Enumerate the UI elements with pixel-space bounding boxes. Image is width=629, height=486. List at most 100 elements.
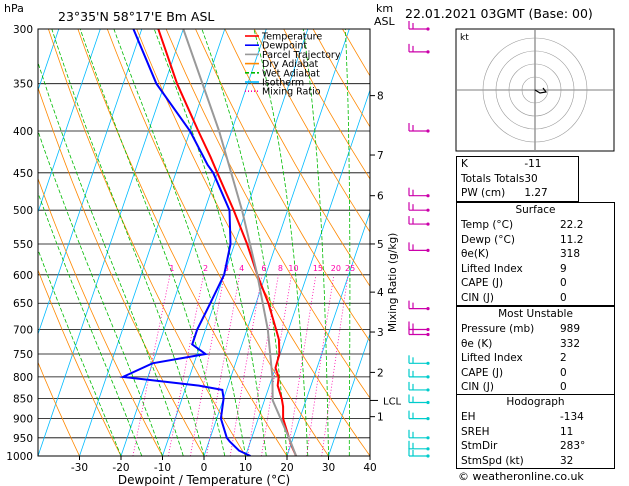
series-temperature <box>157 29 298 456</box>
legend-label: Wet Adiabat <box>262 68 320 79</box>
pressure-tick-label: 850 <box>13 393 33 405</box>
header-datetime: 22.01.2021 03GMT (Base: 00) <box>405 6 593 21</box>
isotherm-line <box>38 29 143 336</box>
hodograph-unit-label: kt <box>460 33 469 43</box>
km-tick-label: 2 <box>377 367 384 379</box>
dry-adiabat <box>136 29 370 456</box>
dry-adiabat <box>48 29 246 456</box>
legend-label: Parcel Trajectory <box>262 50 341 61</box>
wet-adiabat <box>38 191 143 456</box>
series-parcel-trajectory <box>182 29 298 456</box>
legend-label: Isotherm <box>262 78 304 89</box>
wet-adiabat <box>302 29 329 456</box>
hodograph: kt <box>455 28 615 152</box>
wet-adiabat <box>344 29 351 456</box>
pressure-tick-label: 1000 <box>6 451 33 463</box>
pressure-tick-label: 800 <box>13 372 33 384</box>
km-tick-label: 4 <box>377 287 384 299</box>
pressure-tick-label: 750 <box>13 349 33 361</box>
wind-barb-dot <box>426 307 430 311</box>
pressure-tick-label: 550 <box>13 239 33 251</box>
wet-adiabat <box>79 29 226 456</box>
wind-barb-dot <box>426 361 430 365</box>
pressure-tick-label: 600 <box>13 270 33 282</box>
temp-tick-label: 0 <box>201 462 208 474</box>
header-location: 23°35'N 58°17'E Bm ASL <box>58 9 214 24</box>
mixing-ratio-line <box>306 274 335 456</box>
pressure-tick-label: 400 <box>13 126 33 138</box>
pressure-tick-label: 300 <box>13 24 33 36</box>
wet-adiabat <box>38 129 163 456</box>
isotherm-line <box>245 88 370 456</box>
km-tick-label: 8 <box>377 91 384 103</box>
dry-adiabat <box>283 29 370 180</box>
wet-adiabat <box>51 29 205 456</box>
mixing-ratio-value: 25 <box>345 264 355 273</box>
pressure-tick-label: 500 <box>13 205 33 217</box>
mixing-ratio-value: 2 <box>203 264 208 273</box>
mixing-ratio-line <box>132 274 171 456</box>
dry-adiabat <box>38 86 205 456</box>
legend-label: Dewpoint <box>262 41 307 52</box>
wet-adiabat <box>38 61 184 456</box>
temp-tick-label: -20 <box>112 462 129 474</box>
hodograph-ring <box>482 37 588 143</box>
footer-credit: © weatheronline.co.uk <box>458 470 584 483</box>
wet-adiabat <box>113 29 246 456</box>
dry-adiabat <box>253 29 370 233</box>
wind-barb-dot <box>426 400 430 405</box>
pressure-tick-label: 350 <box>13 79 33 91</box>
isotherm-line <box>286 210 370 456</box>
temp-tick-label: 40 <box>363 462 376 474</box>
wind-barb-dot <box>426 447 430 451</box>
dry-adiabat <box>77 29 288 456</box>
wet-adiabat <box>38 248 122 456</box>
dry-adiabat <box>165 29 370 399</box>
mixing-ratio-value: 20 <box>331 264 341 273</box>
wind-barb-dot <box>426 327 430 332</box>
km-axis-label: km <box>376 2 393 15</box>
mixing-ratio-line <box>168 274 204 456</box>
legend-label: Dry Adiabat <box>262 59 319 70</box>
legend-label: Mixing Ratio <box>262 87 321 98</box>
x-axis-title: Dewpoint / Temperature (°C) <box>118 473 290 486</box>
dry-adiabat <box>224 29 370 287</box>
pressure-tick-label: 650 <box>13 298 33 310</box>
wind-barb-dot <box>426 27 430 31</box>
wind-barb-dot <box>426 454 430 458</box>
dry-adiabat <box>38 268 122 456</box>
wind-barb-dot <box>426 222 430 226</box>
pressure-tick-label: 700 <box>13 325 33 337</box>
wind-barb-dot <box>426 50 430 54</box>
pressure-tick-label: 950 <box>13 433 33 445</box>
wind-barb-dot <box>426 129 430 133</box>
mixing-ratio-value: 1 <box>169 264 174 273</box>
wind-barb-dot <box>426 375 430 379</box>
isotherm-line <box>203 29 350 456</box>
km-tick-label: 7 <box>377 150 384 162</box>
mixing-ratio-value: 10 <box>288 264 298 273</box>
mixing-ratio-axis-label: Mixing Ratio (g/kg) <box>387 233 399 332</box>
lcl-label: LCL <box>383 396 402 407</box>
wind-barbs <box>408 21 430 458</box>
temp-tick-label: -10 <box>154 462 171 474</box>
isotherm-line <box>120 29 267 456</box>
pressure-tick-label: 450 <box>13 168 33 180</box>
wind-barb-dot <box>426 417 430 421</box>
mixing-ratio-line <box>261 274 292 456</box>
wind-barb-dot <box>426 208 430 212</box>
wind-barb-dot <box>426 332 430 337</box>
isotherm-line <box>79 29 226 456</box>
mixing-ratio-line <box>287 274 317 456</box>
dry-adiabat <box>38 177 163 456</box>
dry-adiabat <box>106 29 329 456</box>
series-dewpoint <box>119 29 251 456</box>
mixing-ratio-value: 4 <box>239 264 244 273</box>
km-tick-label: 3 <box>377 327 384 339</box>
wind-barb-dot <box>426 194 430 198</box>
legend-label: Temperature <box>261 32 322 43</box>
temp-tick-label: 30 <box>322 462 335 474</box>
dry-adiabat <box>38 361 80 456</box>
